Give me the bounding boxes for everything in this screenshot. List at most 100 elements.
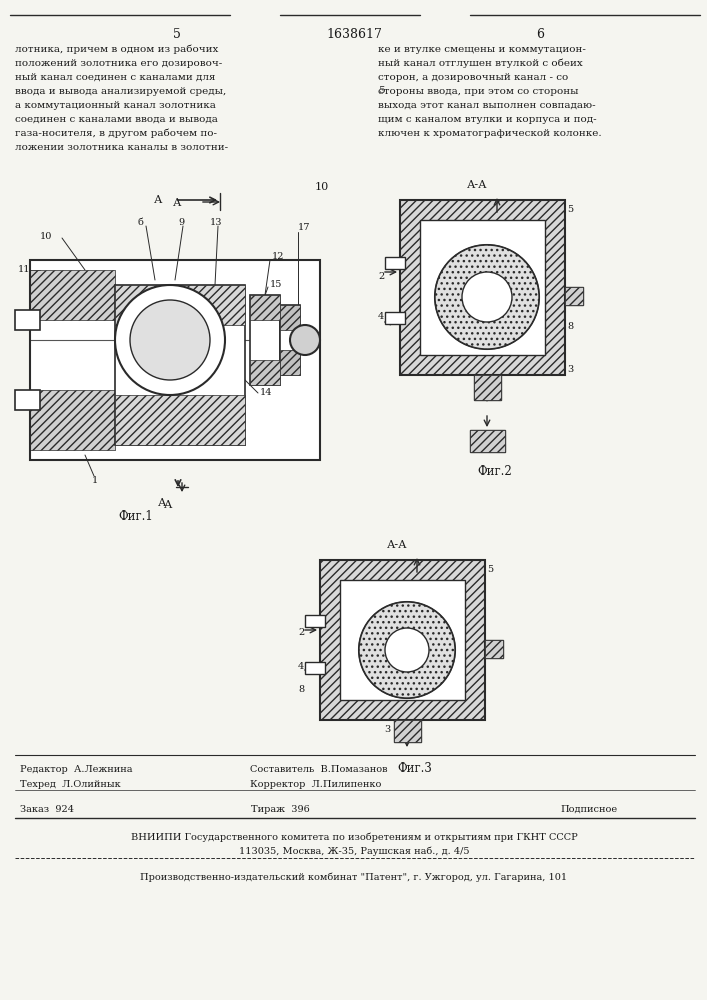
Text: ВНИИПИ Государственного комитета по изобретениям и открытиям при ГКНТ СССР: ВНИИПИ Государственного комитета по изоб…	[131, 832, 578, 842]
Bar	[385, 257, 405, 269]
Text: А: А	[173, 198, 182, 208]
Bar	[320, 560, 485, 720]
Text: А: А	[154, 195, 163, 205]
Text: щим с каналом втулки и корпуса и под-: щим с каналом втулки и корпуса и под-	[378, 115, 597, 124]
Bar	[120, 290, 160, 460]
Bar	[30, 260, 320, 460]
Text: ключен к хроматографической колонке.: ключен к хроматографической колонке.	[378, 129, 602, 138]
Text: Подписное: Подписное	[560, 805, 617, 814]
Text: 2: 2	[298, 628, 304, 637]
Bar	[280, 350, 300, 375]
Text: Редактор  А.Лежнина: Редактор А.Лежнина	[20, 765, 132, 774]
Text: Тираж  396: Тираж 396	[250, 805, 310, 814]
Text: 5: 5	[378, 86, 385, 95]
Text: 14: 14	[260, 388, 272, 397]
Text: ложении золотника каналы в золотни-: ложении золотника каналы в золотни-	[15, 143, 228, 152]
Bar	[30, 270, 115, 320]
Bar	[30, 390, 115, 450]
Text: Заказ  924: Заказ 924	[20, 805, 74, 814]
Text: Фиг.1: Фиг.1	[118, 510, 153, 523]
Circle shape	[290, 325, 320, 355]
Text: 6: 6	[536, 28, 544, 41]
Text: 1638617: 1638617	[326, 28, 382, 41]
Bar	[250, 295, 280, 385]
Bar	[280, 305, 300, 375]
Bar	[340, 580, 465, 700]
Circle shape	[435, 245, 539, 349]
Bar	[474, 375, 501, 400]
Text: Техред  Л.Олийнык: Техред Л.Олийнык	[20, 780, 121, 789]
Text: Фиг.3: Фиг.3	[397, 762, 432, 775]
Text: стороны ввода, при этом со стороны: стороны ввода, при этом со стороны	[378, 87, 578, 96]
Bar	[385, 312, 405, 324]
Text: а коммутационный канал золотника: а коммутационный канал золотника	[15, 101, 216, 110]
Circle shape	[359, 602, 455, 698]
Text: 4: 4	[378, 312, 384, 321]
Text: б: б	[138, 218, 144, 227]
Text: 16: 16	[268, 304, 281, 313]
Text: Составитель  В.Помазанов: Составитель В.Помазанов	[250, 765, 387, 774]
Text: 11: 11	[18, 265, 30, 274]
Text: 9: 9	[178, 218, 184, 227]
Text: А-А: А-А	[467, 180, 488, 190]
Bar	[400, 200, 565, 375]
Text: 1: 1	[92, 476, 98, 485]
Bar	[115, 285, 245, 445]
Bar	[250, 295, 280, 320]
Text: 12: 12	[272, 252, 284, 261]
Text: 5: 5	[173, 28, 181, 41]
Text: 8: 8	[298, 685, 304, 694]
Text: 2: 2	[378, 272, 384, 281]
Text: положений золотника его дозировоч-: положений золотника его дозировоч-	[15, 59, 222, 68]
Text: Производственно-издательский комбинат "Патент", г. Ужгород, ул. Гагарина, 101: Производственно-издательский комбинат "П…	[141, 872, 568, 882]
Bar	[485, 640, 503, 658]
Circle shape	[385, 628, 429, 672]
Bar	[115, 285, 245, 325]
Circle shape	[462, 272, 512, 322]
Text: 113035, Москва, Ж-35, Раушская наб., д. 4/5: 113035, Москва, Ж-35, Раушская наб., д. …	[239, 846, 469, 856]
Bar	[305, 615, 325, 627]
Bar	[565, 287, 583, 305]
Text: 4: 4	[298, 662, 304, 671]
Text: 15: 15	[270, 280, 282, 289]
Bar	[420, 220, 545, 355]
Text: 8: 8	[567, 322, 573, 331]
Bar	[15, 310, 40, 330]
Bar	[400, 200, 565, 375]
Text: 10: 10	[40, 232, 52, 241]
Text: выхода этот канал выполнен совпадаю-: выхода этот канал выполнен совпадаю-	[378, 101, 595, 110]
Text: ный канал отглушен втулкой с обеих: ный канал отглушен втулкой с обеих	[378, 59, 583, 68]
Text: Фиг.2: Фиг.2	[477, 465, 512, 478]
Text: газа-носителя, в другом рабочем по-: газа-носителя, в другом рабочем по-	[15, 129, 217, 138]
Bar	[474, 375, 501, 400]
Bar	[394, 720, 421, 742]
Text: соединен с каналами ввода и вывода: соединен с каналами ввода и вывода	[15, 115, 218, 124]
Text: А: А	[158, 498, 166, 508]
Bar	[30, 260, 120, 460]
Bar	[394, 720, 421, 742]
Text: ке и втулке смещены и коммутацион-: ке и втулке смещены и коммутацион-	[378, 45, 586, 54]
Text: 10: 10	[315, 182, 329, 192]
Bar	[470, 430, 505, 452]
Circle shape	[130, 300, 210, 380]
Text: 3: 3	[384, 725, 390, 734]
Text: сторон, а дозировочный канал - со: сторон, а дозировочный канал - со	[378, 73, 568, 82]
Text: А-А: А-А	[387, 540, 407, 550]
Text: лотника, причем в одном из рабочих: лотника, причем в одном из рабочих	[15, 45, 218, 54]
Text: 7: 7	[487, 645, 493, 654]
Bar	[470, 430, 505, 452]
Bar	[250, 360, 280, 385]
Text: ный канал соединен с каналами для: ный канал соединен с каналами для	[15, 73, 216, 82]
Circle shape	[435, 245, 539, 349]
Bar	[30, 260, 320, 460]
Bar	[305, 662, 325, 674]
Text: 3: 3	[567, 365, 573, 374]
Text: 5: 5	[567, 205, 573, 214]
Circle shape	[359, 602, 455, 698]
Bar	[565, 287, 583, 305]
Bar	[320, 560, 485, 720]
Text: 17: 17	[298, 223, 310, 232]
Bar	[15, 390, 40, 410]
Text: Корректор  Л.Пилипенко: Корректор Л.Пилипенко	[250, 780, 381, 789]
Bar	[115, 395, 245, 445]
